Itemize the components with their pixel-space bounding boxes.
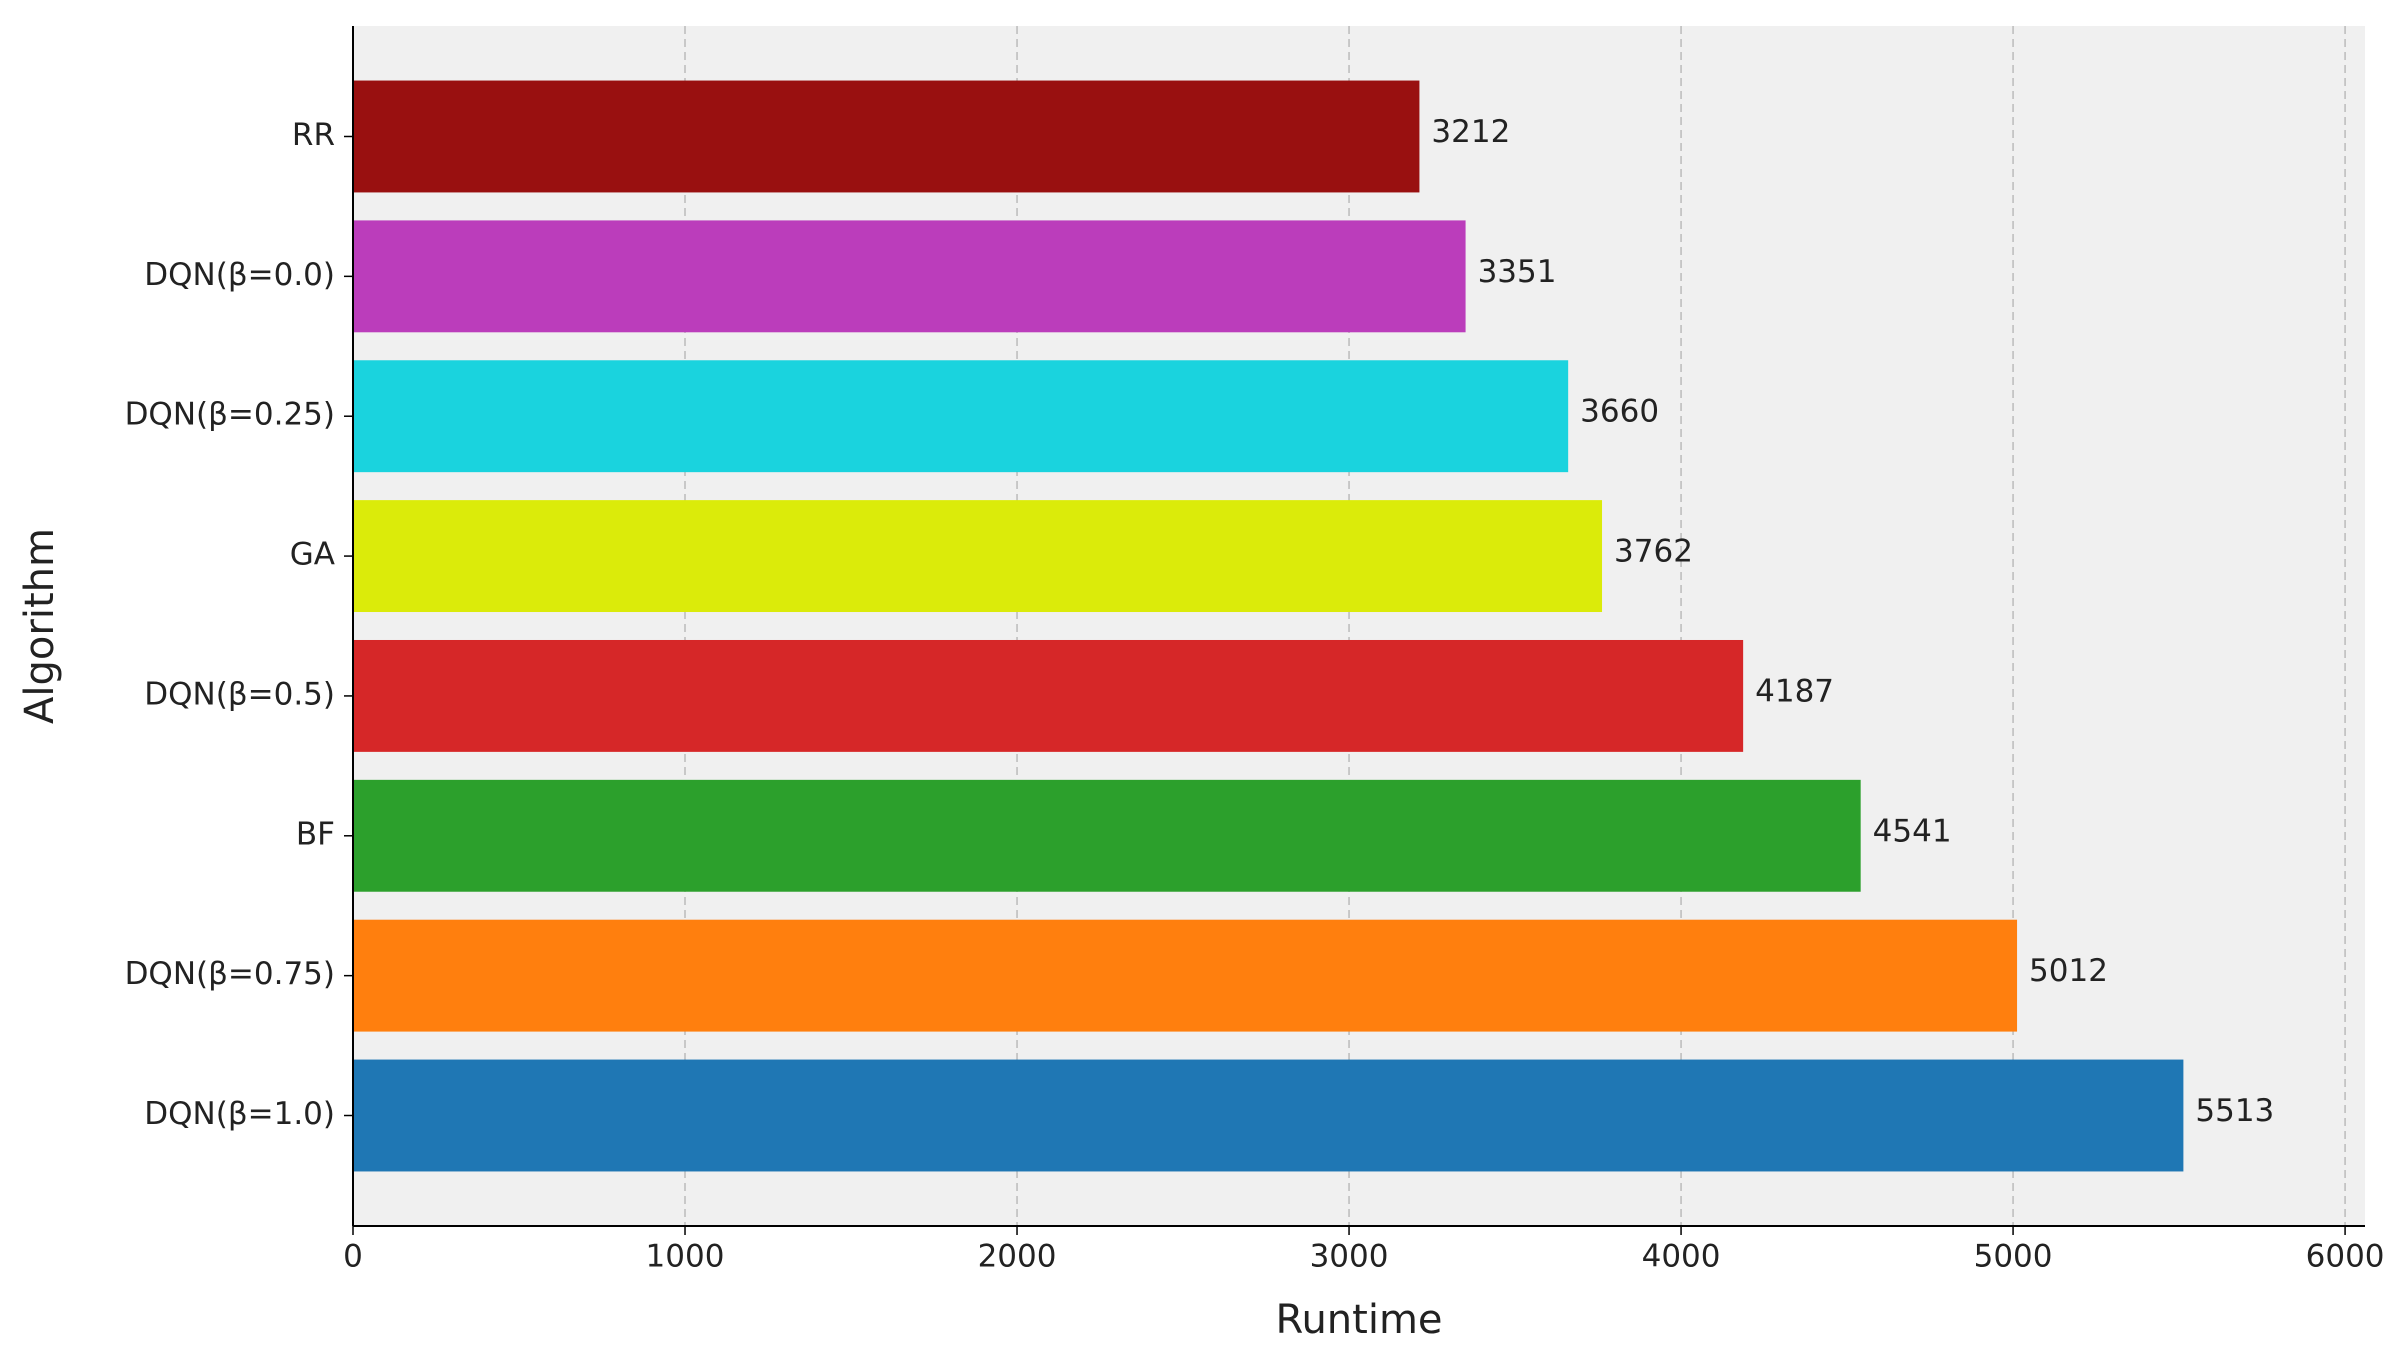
x-tick-label: 1000 — [646, 1239, 725, 1275]
y-tick-label: GA — [290, 537, 335, 573]
y-tick-label: DQN(β=0.25) — [125, 397, 335, 433]
value-label: 4187 — [1755, 673, 1834, 709]
plot-area — [353, 26, 2365, 1226]
y-tick-label: DQN(β=0.75) — [125, 956, 335, 992]
y-tick-label: DQN(β=1.0) — [144, 1096, 335, 1132]
bar — [353, 779, 1861, 892]
x-axis-title: Runtime — [1275, 1297, 1442, 1343]
x-tick-label: 4000 — [1642, 1239, 1721, 1275]
bar — [353, 220, 1466, 333]
y-tick-label: DQN(β=0.5) — [144, 676, 335, 712]
bar — [353, 360, 1569, 473]
y-axis-title: Algorithm — [17, 528, 63, 724]
value-label: 4541 — [1873, 813, 1952, 849]
y-tick-label: BF — [296, 816, 335, 852]
bar — [353, 80, 1420, 193]
x-tick-label: 2000 — [978, 1239, 1057, 1275]
bar — [353, 500, 1603, 613]
x-tick-label: 6000 — [2306, 1239, 2385, 1275]
bar — [353, 919, 2018, 1032]
bar — [353, 639, 1744, 752]
value-label: 3762 — [1614, 534, 1693, 570]
value-label: 3660 — [1580, 394, 1659, 430]
y-tick-label: DQN(β=0.0) — [144, 257, 335, 293]
bar — [353, 1059, 2184, 1172]
x-tick-label: 5000 — [1974, 1239, 2053, 1275]
value-label: 3212 — [1431, 114, 1510, 150]
y-tick-label: RR — [292, 117, 335, 153]
x-tick-label: 3000 — [1310, 1239, 1389, 1275]
value-label: 5513 — [2195, 1093, 2274, 1129]
x-tick-label: 0 — [343, 1239, 363, 1275]
value-label: 3351 — [1478, 254, 1557, 290]
value-label: 5012 — [2029, 953, 2108, 989]
